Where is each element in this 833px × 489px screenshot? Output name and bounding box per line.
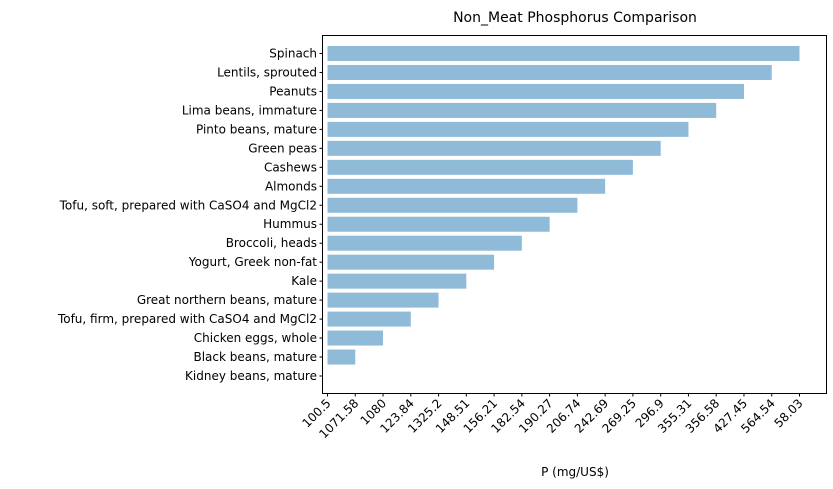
chart-title: Non_Meat Phosphorus Comparison [453,10,697,26]
y-tick-label: Hummus [263,217,317,231]
x-tick-labels: 100.51071.581080123.841325.2148.51156.21… [299,393,806,441]
bar [327,273,467,289]
y-tick-label: Kidney beans, mature [185,369,317,383]
bar [327,159,633,175]
bar [327,102,717,118]
bar [327,311,411,327]
y-tick-label: Yogurt, Greek non-fat [188,255,318,269]
y-tick-labels: Kidney beans, mature Black beans, mature C… [57,47,323,383]
y-tick-label: Tofu, soft, prepared with CaSO4 and MgCl… [59,198,317,212]
bar [327,140,661,156]
bar [327,254,495,270]
y-tick-label: Pinto beans, mature [196,122,317,136]
y-tick-label: Almonds [265,179,317,193]
bar [327,64,772,80]
y-tick-label: Lima beans, immature [182,103,317,117]
bar [327,197,578,213]
y-tick-label: Chicken eggs, whole [194,331,317,345]
x-axis-label: P (mg/US$) [541,465,609,479]
bar [327,46,800,61]
y-tick-label: Broccoli, heads [226,236,317,250]
y-tick-label: Spinach [269,47,317,61]
y-tick-label: Kale [291,274,317,288]
bar [327,83,744,99]
plot-frame [322,35,827,394]
bar [327,292,439,308]
y-tick-label: Great northern beans, mature [137,293,317,307]
y-tick-label: Black beans, mature [193,350,317,364]
y-tick-label: Lentils, sprouted [217,65,317,79]
bar [327,216,550,232]
bar [327,121,689,137]
bar [327,330,384,346]
bar [327,235,522,251]
y-tick-label: Cashews [264,160,317,174]
y-tick-label: Green peas [248,141,317,155]
bar [327,349,356,365]
y-tick-label: Peanuts [269,84,317,98]
bar [327,178,606,194]
bars-group [327,46,800,365]
x-tick-label: 58.03 [771,396,805,430]
y-tick-label: Tofu, firm, prepared with CaSO4 and MgCl… [57,312,317,326]
